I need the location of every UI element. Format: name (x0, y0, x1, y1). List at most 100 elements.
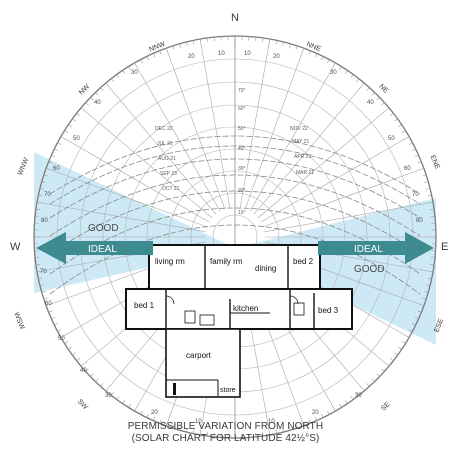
degree-tick (376, 97, 380, 101)
zone-label-ideal-right: IDEAL (354, 244, 383, 255)
azimuth-line (53, 170, 207, 228)
degree-tick (371, 378, 375, 382)
floor-plan (125, 244, 353, 398)
sun-path-label: NOV 22 (290, 126, 308, 132)
degree-tick (356, 392, 359, 396)
degree-tick (308, 419, 311, 424)
degree-tick (308, 50, 311, 55)
ideal-arrow-head-left (36, 232, 66, 264)
degree-tick (186, 41, 188, 46)
degree-tick (394, 352, 398, 356)
room-label-kitchen: kitchen (233, 304, 258, 313)
room-label-bed2: bed 2 (293, 257, 314, 266)
room-label-bed3: bed 3 (318, 306, 339, 315)
altitude-label: 50° (238, 126, 246, 132)
degree-tick (206, 37, 208, 42)
plan-fixture (199, 314, 215, 326)
degree-tick (122, 70, 126, 74)
degree-label: 40 (80, 368, 87, 374)
degree-tick (90, 373, 94, 377)
degree-tick (37, 270, 45, 273)
degree-tick (411, 323, 416, 326)
degree-label: 30 (330, 70, 337, 76)
degree-tick (401, 341, 406, 344)
room-label-family: family rm (210, 257, 243, 266)
plan-fixture (293, 302, 305, 316)
degree-tick (64, 130, 69, 133)
compass-nw-label: NW (78, 83, 91, 96)
degree-tick (54, 323, 59, 326)
degree-tick (37, 201, 45, 204)
degree-tick (300, 48, 305, 56)
azimuth-line (263, 170, 417, 228)
degree-tick (282, 428, 284, 433)
degree-tick (39, 284, 44, 286)
degree-tick (289, 43, 291, 48)
sun-path-label: JUL 21 (157, 141, 173, 147)
degree-label: 80 (416, 218, 423, 224)
degree-tick (165, 48, 170, 56)
ideal-arrow-shaft-right (318, 241, 410, 255)
degree-tick (295, 45, 298, 50)
degree-tick (417, 161, 422, 164)
plan-fixture (184, 310, 196, 324)
degree-tick (300, 418, 305, 426)
altitude-label: 60° (238, 106, 246, 112)
degree-tick (111, 78, 114, 82)
sun-path-label: OCT 21 (162, 186, 180, 192)
degree-tick (95, 378, 99, 382)
azimuth-line (201, 46, 231, 208)
degree-tick (152, 53, 156, 58)
degree-tick (51, 316, 56, 320)
degree-tick (430, 264, 435, 266)
azimuth-line (239, 46, 269, 208)
degree-tick (85, 102, 89, 106)
azimuth-line (244, 55, 302, 209)
degree-tick (321, 56, 324, 61)
degree-tick (408, 329, 413, 332)
sun-path-label: DEC 22 (155, 126, 173, 132)
degree-label: 70 (40, 269, 47, 275)
room-labels: living rm family rm dining bed 2 bed 1 k… (134, 257, 339, 394)
degree-tick (401, 130, 406, 133)
degree-tick (414, 154, 419, 158)
degree-tick (100, 383, 104, 387)
degree-tick (416, 167, 424, 172)
degree-tick (134, 403, 139, 412)
degree-tick (134, 62, 139, 71)
compass-west-label: W (10, 241, 21, 253)
degree-tick (314, 416, 318, 421)
rim-degree-labels: 10 10 20 20 30 30 40 40 50 50 60 60 70 7… (40, 51, 423, 425)
degree-tick (128, 66, 131, 71)
compass-ese-label: ESE (433, 318, 445, 334)
degree-tick (417, 310, 422, 313)
degree-tick (90, 97, 94, 101)
degree-tick (165, 418, 170, 426)
degree-tick (152, 416, 156, 421)
degree-tick (199, 427, 202, 435)
degree-tick (268, 39, 271, 47)
degree-tick (426, 188, 431, 190)
degree-tick (366, 383, 370, 387)
compass-se-label: SE (380, 401, 392, 413)
sun-path-label: MAY 21 (292, 139, 310, 145)
degree-tick (38, 194, 43, 197)
degree-tick (331, 403, 336, 412)
sun-path-label: APR 21 (294, 154, 311, 160)
degree-tick (339, 66, 342, 71)
degree-tick (80, 107, 88, 114)
azimuth-line (260, 140, 403, 223)
degree-tick (350, 74, 354, 78)
room-label-bed1: bed 1 (134, 301, 155, 310)
sun-path-arc (49, 190, 421, 255)
degree-tick (95, 92, 99, 96)
degree-tick (72, 118, 76, 122)
degree-tick (206, 432, 208, 437)
degree-label: 40 (94, 100, 101, 106)
degree-tick (46, 167, 54, 172)
degree-tick (179, 426, 181, 431)
compass-wsw-label: WSW (12, 311, 25, 331)
plan-upper-wing (148, 244, 321, 290)
azimuth-line (44, 203, 206, 233)
degree-tick (321, 413, 324, 418)
